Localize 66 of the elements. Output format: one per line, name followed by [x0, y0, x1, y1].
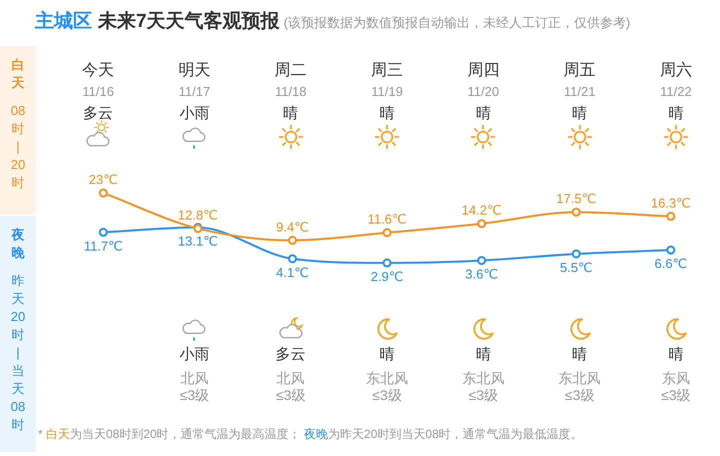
point: [572, 208, 581, 217]
point: [382, 258, 392, 268]
text: 11/20: [466, 84, 500, 99]
x-tick-label: 今天: [81, 61, 116, 81]
text: 北风 ≤3级: [275, 370, 306, 404]
x-tick-label: 周四: [466, 61, 500, 81]
data-label: 2.9℃: [370, 268, 404, 284]
data-label: 11.6℃: [368, 212, 407, 227]
data-label: 3.6℃: [465, 266, 498, 282]
text: 晴: [474, 345, 492, 364]
point: [288, 236, 297, 245]
data-label: 12.8℃: [178, 208, 218, 223]
data-label: 6.6℃: [654, 256, 688, 272]
text: 东北风 ≤3级: [461, 370, 506, 404]
text: 昨天20时|当天08时: [10, 273, 26, 432]
text: 11/19: [370, 84, 404, 99]
point: [382, 228, 392, 238]
text: 晴: [667, 104, 684, 123]
text: 11/21: [562, 84, 596, 99]
text: 多云: [82, 104, 114, 123]
text: 晴: [378, 345, 396, 364]
point: [477, 256, 486, 265]
text: 夜晚: [10, 226, 26, 262]
text: 晴: [474, 104, 492, 123]
data-label: 4.1℃: [276, 264, 309, 280]
data-label: 13.1℃: [178, 233, 218, 248]
x-tick-label: 周六: [658, 60, 693, 81]
data-label: 23℃: [88, 172, 118, 188]
x-tick-label: 明天: [177, 61, 212, 81]
data-label: 14.2℃: [462, 202, 502, 218]
point: [98, 228, 108, 237]
data-label: 11.7℃: [84, 238, 123, 254]
text: 小雨: [178, 104, 210, 123]
x-tick-label: 周三: [370, 61, 404, 81]
text: 晴: [282, 104, 300, 123]
x-tick-label: 周五: [562, 61, 597, 81]
text: 晴: [378, 104, 396, 123]
text: 晴: [667, 345, 684, 364]
text: 东北风 ≤3级: [365, 370, 410, 404]
text: 11/18: [274, 84, 308, 99]
text: 多云: [274, 345, 307, 364]
point: [288, 254, 297, 264]
point: [666, 212, 676, 221]
data-label: 9.4℃: [276, 219, 309, 234]
text: 白天: [10, 56, 26, 92]
text: 小雨: [178, 345, 210, 364]
data-label: 17.5℃: [556, 191, 596, 206]
chart-subtitle: (该预报数据为数值预报自动输出，未经人工订正，仅供参考): [284, 15, 630, 30]
text: 晴: [571, 104, 588, 123]
text: 东风 ≤3级: [660, 370, 692, 404]
text: 11/16: [81, 84, 115, 99]
point: [477, 219, 486, 228]
point: [572, 249, 581, 258]
point: [666, 246, 676, 255]
text: * 白天为当天08时到20时，通常气温为最高温度； 夜晚为昨天20时到当天08时，通常气温为最低温度。: [38, 426, 583, 443]
text: 北风 ≤3级: [178, 370, 210, 404]
text: 11/22: [659, 84, 693, 99]
data-label: 5.5℃: [560, 260, 593, 275]
text: 东北风 ≤3级: [558, 370, 602, 404]
x-tick-label: 周二: [274, 61, 308, 81]
point: [98, 188, 108, 198]
chart-title: 主城区 未来7天天气客观预报: [35, 11, 280, 32]
text: 08时|20时: [10, 102, 26, 192]
data-label: 16.3℃: [650, 195, 691, 210]
text: 晴: [571, 345, 588, 364]
text: 11/17: [178, 84, 212, 99]
